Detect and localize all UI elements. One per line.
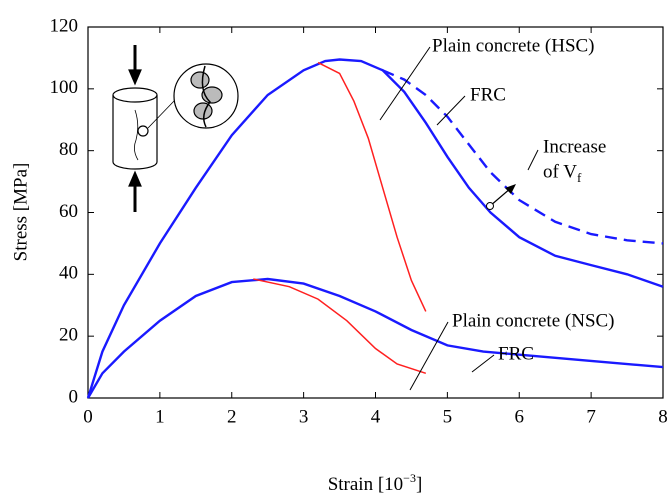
y-tick-label: 60 <box>59 201 78 222</box>
leader-line <box>527 149 539 171</box>
plot-frame <box>87 26 664 399</box>
x-tick-label: 1 <box>155 406 165 427</box>
arrow-head <box>505 184 516 194</box>
inset-icon <box>112 45 239 212</box>
line-series <box>253 278 427 375</box>
x-tick-label: 2 <box>227 406 237 427</box>
annotation: Plain concrete (HSC) <box>432 35 595 56</box>
annotation: of Vf <box>543 161 582 185</box>
y-axis-label: Stress [MPa] <box>10 163 31 262</box>
y-tick-label: 80 <box>59 139 78 160</box>
line-series <box>317 61 427 312</box>
line-series <box>382 69 664 245</box>
arrow-line <box>489 187 512 207</box>
x-tick-label: 0 <box>83 406 93 427</box>
x-axis-label: Strain [10−3] <box>328 471 423 496</box>
x-tick-label: 8 <box>658 406 668 427</box>
annotation: Increase <box>543 136 606 157</box>
y-tick-label: 100 <box>50 77 79 98</box>
marker <box>486 202 494 210</box>
annotation: FRC <box>470 84 506 105</box>
annotation-subscript: f <box>577 170 582 185</box>
annotation: Plain concrete (NSC) <box>452 310 615 331</box>
leader-line <box>409 321 449 391</box>
leader-line <box>436 95 466 126</box>
x-tick-label: 6 <box>515 406 525 427</box>
leader-line <box>379 46 431 121</box>
y-tick-label: 0 <box>69 386 79 407</box>
x-tick-label: 4 <box>371 406 381 427</box>
y-tick-label: 40 <box>59 263 78 284</box>
x-tick-label: 5 <box>443 406 453 427</box>
line-series <box>86 277 664 399</box>
leader-line <box>471 354 495 373</box>
x-tick-label: 3 <box>299 406 309 427</box>
line-series <box>86 58 664 399</box>
y-tick-label: 120 <box>50 15 79 36</box>
annotation: FRC <box>498 343 534 364</box>
x-tick-label: 7 <box>586 406 596 427</box>
y-tick-label: 20 <box>59 325 78 346</box>
